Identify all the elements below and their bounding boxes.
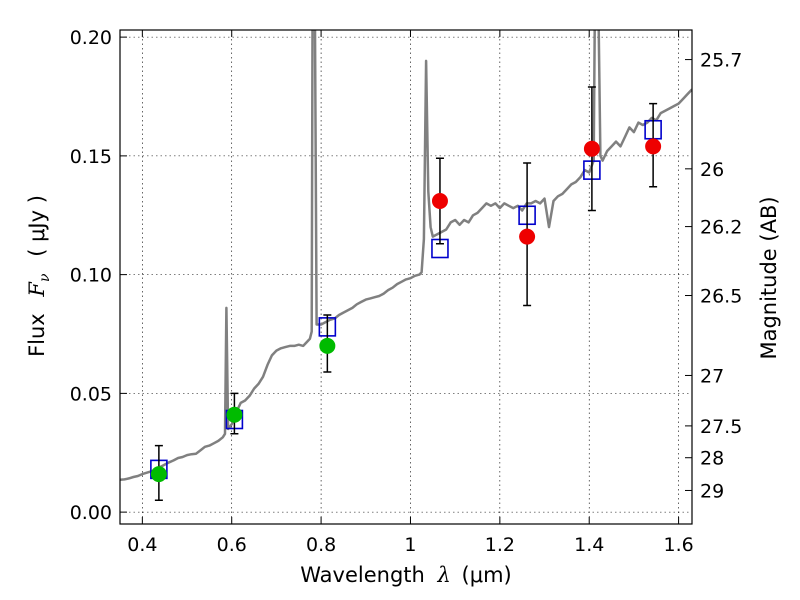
- red-data-point: [519, 228, 536, 245]
- mag-tick-label: 29: [700, 480, 724, 502]
- x-tick-label: 1.4: [574, 534, 604, 556]
- red-data-point: [583, 140, 600, 157]
- y-tick-label: 0.05: [70, 383, 112, 405]
- green-data-point: [319, 337, 336, 354]
- plot-frame: [119, 29, 693, 525]
- spectrum-line: [120, 30, 692, 482]
- gridlines: [120, 30, 692, 524]
- x-axis-title: Wavelength λ (μm): [300, 563, 511, 587]
- spectrum-layer: [120, 30, 692, 482]
- tick-layer: 0.4 0.6 0.8 1 1.2 1.4 1.6 0.00 0.05 0.10 0.15 0.20 2…: [70, 27, 743, 556]
- green-data-point: [226, 406, 243, 423]
- mag-tick-label: 26.5: [700, 286, 742, 308]
- red-data-point: [431, 193, 448, 209]
- x-tick-label: 0.4: [127, 534, 157, 556]
- green-data-point: [150, 466, 167, 483]
- mag-tick-label: 27: [700, 365, 724, 387]
- mag-tick-label: 26.2: [700, 217, 742, 239]
- mag-tick-label: 28: [700, 448, 724, 470]
- x-tick-label: 0.8: [306, 534, 336, 556]
- x-tick-label: 0.6: [217, 534, 247, 556]
- y-tick-label: 0.15: [70, 146, 112, 168]
- mag-tick-label: 26: [700, 159, 724, 181]
- y-tick-label: 0.20: [70, 27, 112, 49]
- x-tick-label: 1.6: [663, 534, 693, 556]
- y-axis-title: Flux Fν ( μJy ): [25, 195, 54, 357]
- x-tick-label: 1.2: [485, 534, 515, 556]
- red-data-point: [645, 138, 662, 155]
- marker-layer: [150, 86, 662, 501]
- x-tick-label: 1: [404, 534, 416, 556]
- y-tick-label: 0.10: [70, 265, 112, 287]
- mag-tick-label: 27.5: [700, 416, 742, 438]
- mag-tick-label: 25.7: [700, 50, 742, 72]
- y-right-axis-title: Magnitude (AB): [757, 196, 781, 359]
- y-tick-label: 0.00: [70, 502, 112, 524]
